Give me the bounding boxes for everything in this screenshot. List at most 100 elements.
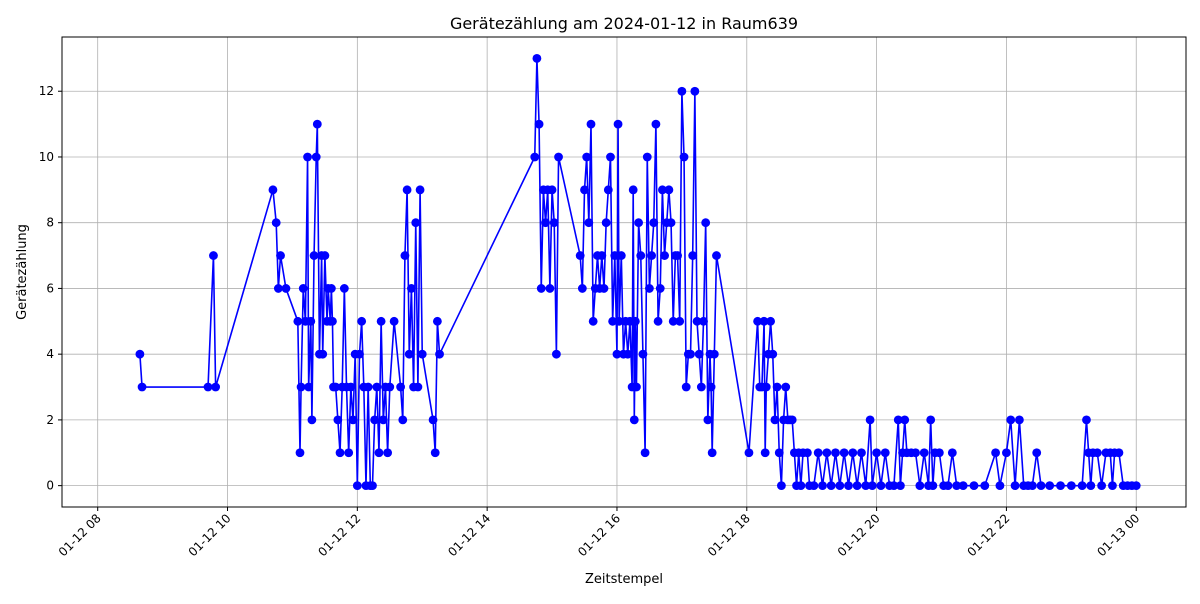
data-point	[430, 448, 440, 458]
data-point	[357, 316, 367, 326]
data-point	[339, 284, 349, 293]
data-point	[1002, 448, 1011, 458]
x-axis-title: Zeitstempel	[585, 572, 663, 587]
data-point	[706, 382, 716, 392]
y-tick-label: 12	[39, 84, 54, 98]
data-point	[630, 316, 640, 326]
data-point	[759, 316, 769, 326]
data-point	[582, 152, 592, 162]
data-point	[1131, 481, 1141, 491]
data-point	[295, 448, 305, 458]
data-point	[681, 382, 691, 392]
data-point	[658, 185, 667, 195]
data-point	[311, 152, 321, 162]
data-point	[586, 119, 596, 129]
data-point	[915, 481, 925, 491]
data-point	[761, 382, 771, 392]
data-point	[822, 448, 832, 458]
y-tick-label: 4	[46, 347, 54, 361]
data-point	[203, 382, 213, 392]
data-point	[651, 119, 661, 129]
data-point	[696, 382, 706, 392]
data-point	[584, 218, 594, 228]
data-point	[306, 316, 316, 326]
data-point	[135, 349, 145, 359]
data-point	[1010, 481, 1020, 491]
data-point	[415, 185, 425, 195]
data-point	[760, 448, 770, 458]
data-point	[374, 448, 384, 458]
data-point	[368, 481, 377, 491]
data-point	[549, 218, 559, 228]
data-point	[348, 415, 358, 425]
data-point	[372, 382, 382, 392]
data-point	[701, 218, 711, 228]
data-point	[534, 119, 544, 129]
data-point	[770, 415, 780, 425]
data-point	[407, 284, 416, 293]
data-point	[699, 316, 708, 326]
data-point	[865, 415, 875, 425]
data-series	[135, 53, 1141, 491]
data-point	[281, 284, 291, 293]
data-point	[355, 349, 364, 359]
data-point	[653, 316, 663, 326]
data-point	[378, 415, 388, 425]
data-point	[344, 448, 354, 458]
data-point	[673, 251, 682, 260]
data-point	[952, 481, 962, 491]
data-point	[896, 481, 905, 491]
data-point	[980, 481, 990, 491]
data-point	[777, 481, 786, 491]
data-point	[1108, 481, 1117, 491]
data-point	[318, 349, 328, 359]
data-point	[876, 481, 886, 491]
data-point	[655, 284, 665, 293]
data-point	[1092, 448, 1102, 458]
data-point	[1086, 481, 1096, 491]
data-point	[417, 349, 427, 359]
data-point	[861, 481, 871, 491]
data-point	[969, 481, 979, 491]
data-point	[628, 185, 638, 195]
data-point	[852, 481, 862, 491]
data-point	[766, 316, 775, 326]
data-point	[677, 86, 687, 96]
data-point	[686, 349, 695, 359]
data-point	[411, 218, 421, 228]
data-point	[675, 316, 685, 326]
data-point	[818, 481, 827, 491]
data-point	[271, 218, 281, 228]
data-point	[848, 448, 858, 458]
data-point	[640, 448, 650, 458]
data-point	[331, 382, 341, 392]
data-point	[844, 481, 853, 491]
data-point	[802, 448, 812, 458]
data-point	[402, 185, 412, 195]
data-point	[312, 119, 322, 129]
data-point	[428, 415, 438, 425]
data-point	[872, 448, 881, 458]
data-point	[413, 382, 423, 392]
data-point	[880, 448, 890, 458]
plot-frame	[61, 36, 1187, 508]
data-point	[774, 448, 784, 458]
data-point	[632, 382, 641, 392]
data-point	[707, 448, 717, 458]
data-point	[919, 448, 929, 458]
data-point	[664, 185, 674, 195]
data-point	[947, 448, 957, 458]
data-point	[1056, 481, 1065, 491]
data-point	[404, 349, 414, 359]
data-point	[396, 382, 406, 392]
data-point	[435, 349, 444, 359]
data-point	[809, 481, 819, 491]
data-point	[326, 284, 336, 293]
data-point	[995, 481, 1005, 491]
data-point	[638, 349, 648, 359]
data-point	[137, 382, 147, 392]
data-point	[831, 448, 840, 458]
data-point	[1036, 481, 1046, 491]
data-point	[309, 251, 319, 260]
